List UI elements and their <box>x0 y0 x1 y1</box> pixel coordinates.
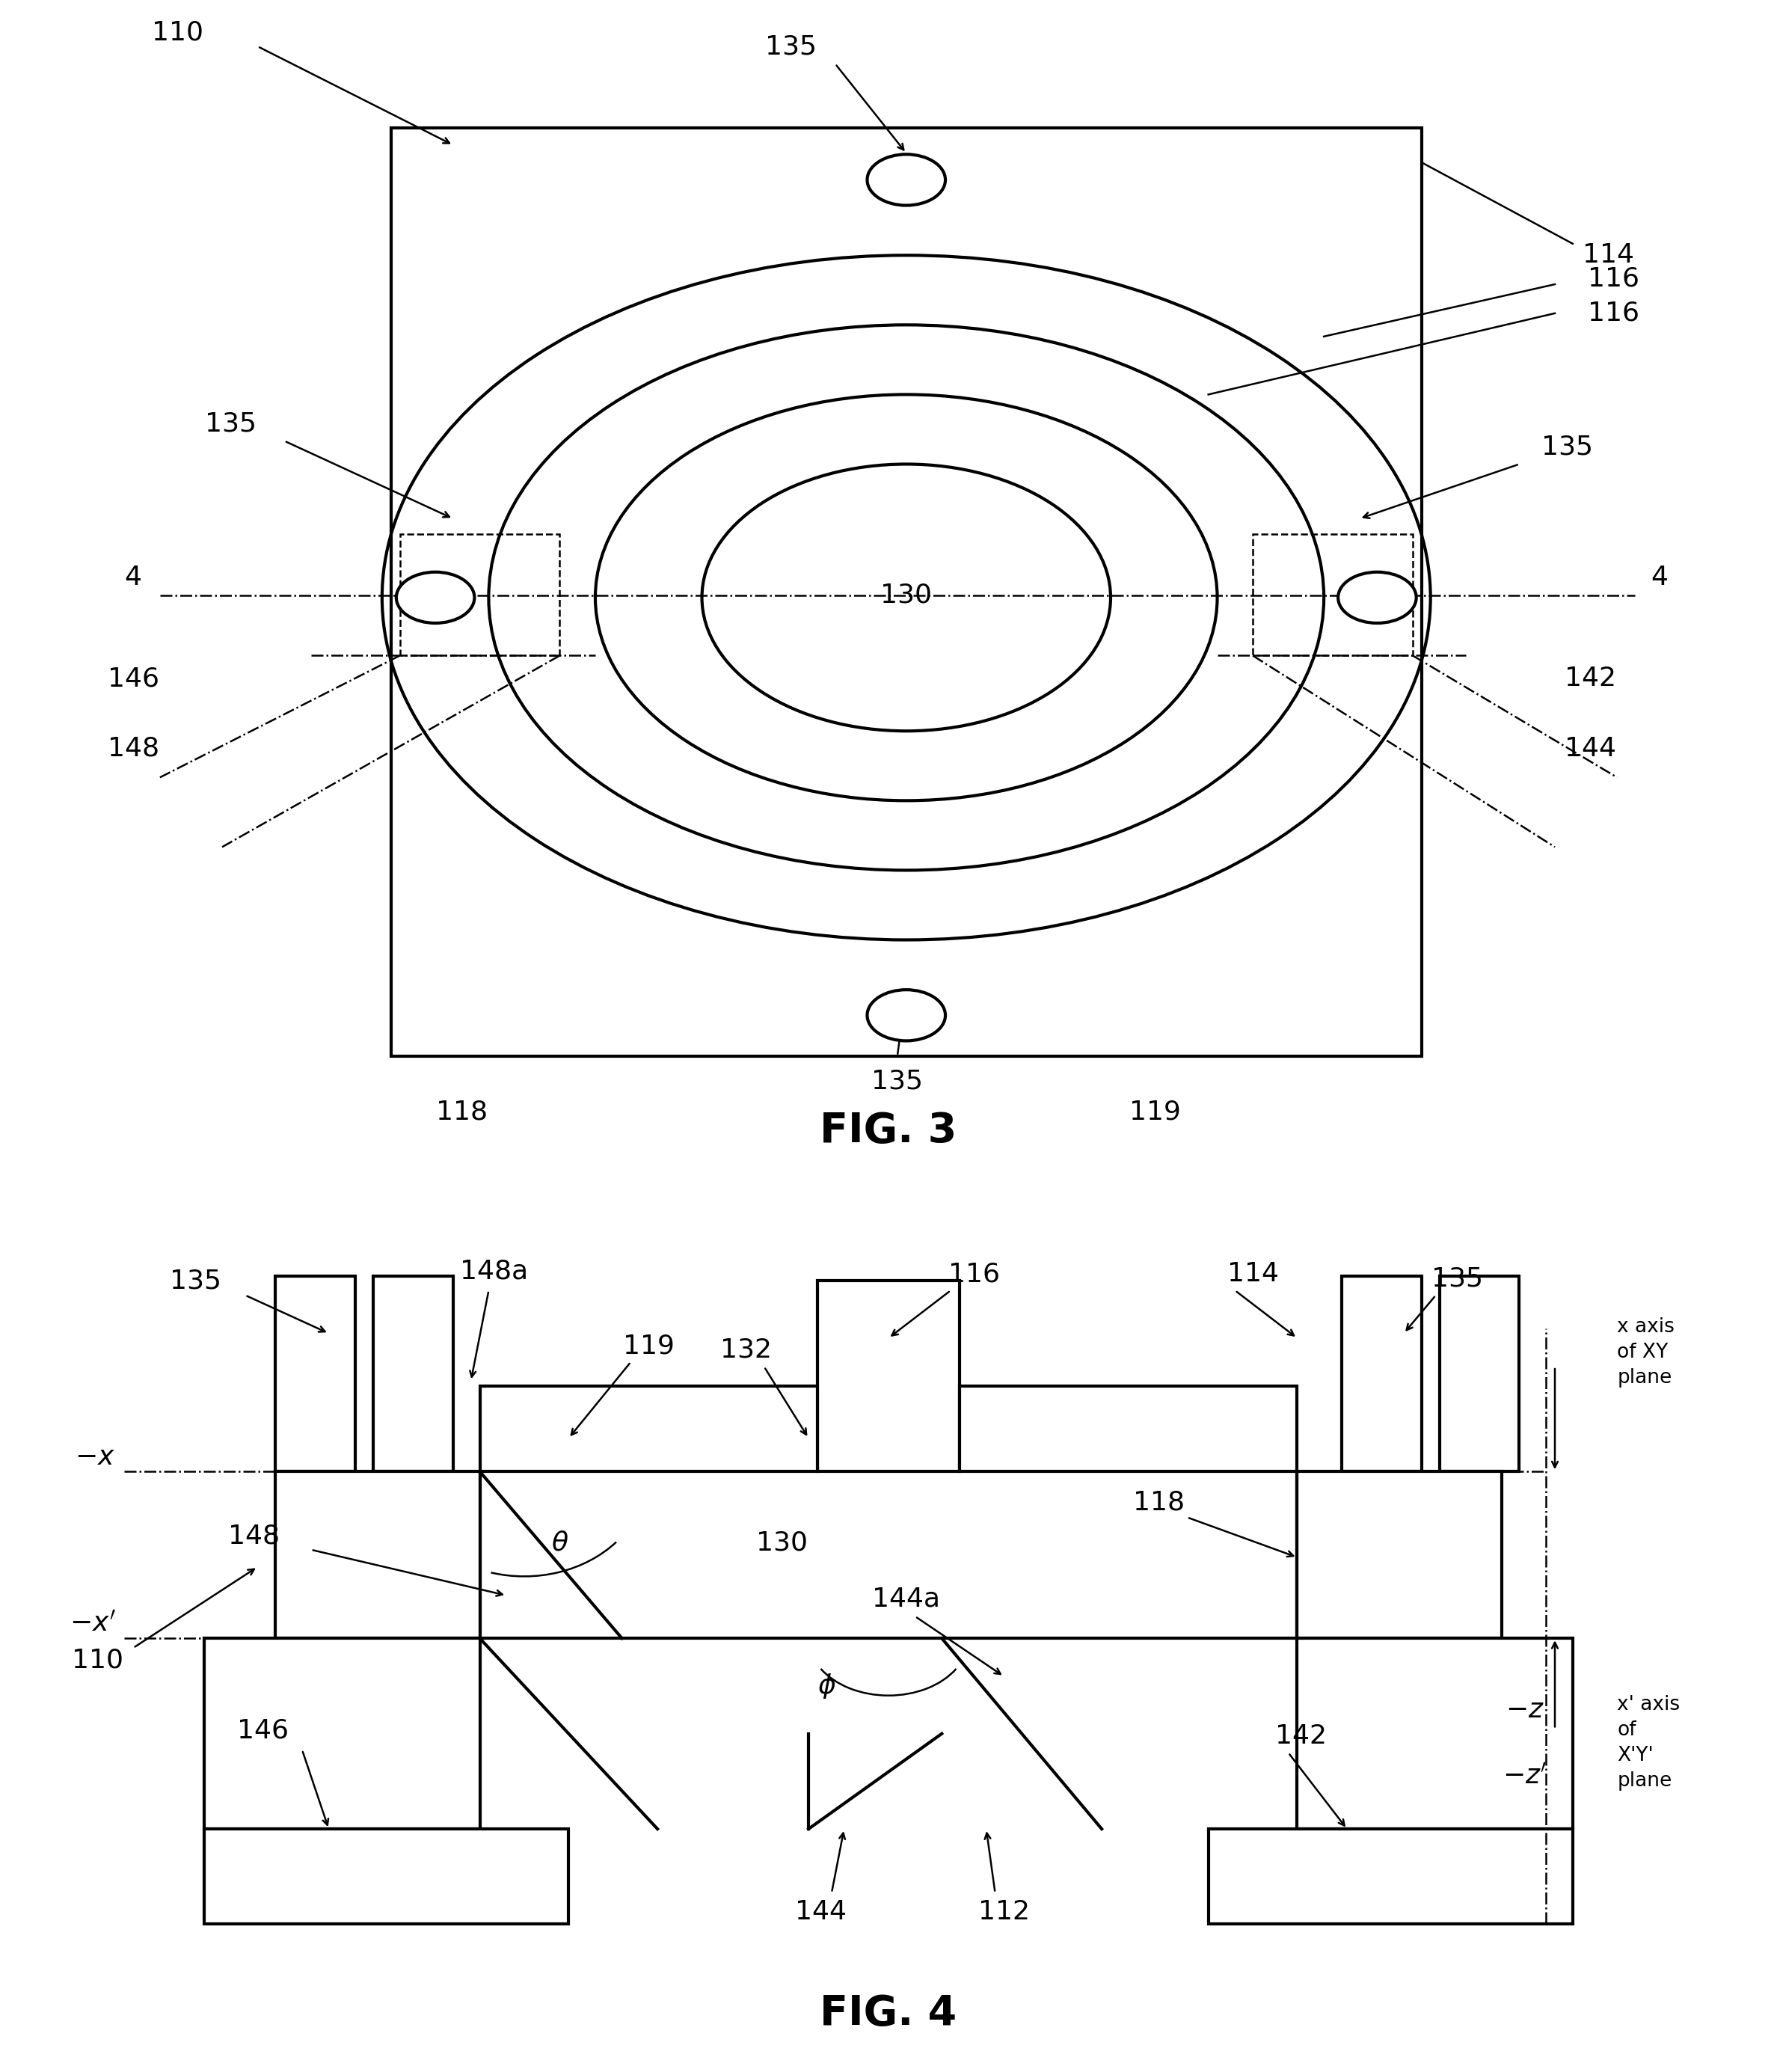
Text: $\phi$: $\phi$ <box>817 1672 835 1701</box>
Bar <box>1208 1830 1573 1925</box>
Bar <box>275 1276 355 1471</box>
Text: 144a: 144a <box>873 1587 940 1612</box>
Circle shape <box>867 990 945 1040</box>
Text: $-x'$: $-x'$ <box>69 1612 116 1637</box>
Text: 142: 142 <box>1274 1724 1327 1749</box>
Text: 110: 110 <box>151 21 204 46</box>
Text: 132: 132 <box>720 1336 773 1361</box>
Text: 135: 135 <box>169 1268 222 1293</box>
Text: FIG. 4: FIG. 4 <box>819 1993 958 2035</box>
Text: 119: 119 <box>1130 1098 1180 1125</box>
Text: 116: 116 <box>1587 300 1640 325</box>
Text: 144: 144 <box>794 1900 848 1925</box>
Text: $\theta$: $\theta$ <box>551 1531 569 1556</box>
Circle shape <box>1338 572 1416 624</box>
Bar <box>1439 1276 1519 1471</box>
Text: $-z'$: $-z'$ <box>1502 1763 1548 1790</box>
Bar <box>1342 1276 1422 1471</box>
Text: 146: 146 <box>107 665 160 692</box>
Text: 135: 135 <box>1541 433 1594 460</box>
Text: 144: 144 <box>1564 736 1617 760</box>
Text: $-z$: $-z$ <box>1505 1697 1544 1722</box>
Text: 116: 116 <box>1587 265 1640 292</box>
Text: 116: 116 <box>947 1262 1000 1287</box>
Text: $-x$: $-x$ <box>75 1444 116 1469</box>
Text: 119: 119 <box>624 1332 673 1359</box>
Text: 118: 118 <box>1132 1490 1185 1515</box>
Text: 135: 135 <box>764 33 817 60</box>
Text: 112: 112 <box>977 1900 1031 1925</box>
Text: FIG. 3: FIG. 3 <box>819 1111 958 1152</box>
Text: 135: 135 <box>871 1069 924 1094</box>
Bar <box>204 1639 480 1830</box>
Bar <box>275 1471 480 1639</box>
Text: x axis
of XY
plane: x axis of XY plane <box>1617 1318 1674 1388</box>
Text: x' axis
of
X'Y'
plane: x' axis of X'Y' plane <box>1617 1695 1679 1790</box>
Text: 142: 142 <box>1564 665 1617 692</box>
Text: 110: 110 <box>71 1647 124 1672</box>
Bar <box>480 1386 817 1471</box>
Bar <box>373 1276 453 1471</box>
Text: 4: 4 <box>124 566 142 591</box>
Text: 148: 148 <box>107 736 160 760</box>
Text: 114: 114 <box>1582 242 1635 267</box>
Text: 148: 148 <box>227 1523 281 1550</box>
Text: 130: 130 <box>755 1531 809 1556</box>
Bar <box>1253 535 1413 655</box>
Bar <box>960 1386 1297 1471</box>
Text: 135: 135 <box>1430 1266 1484 1291</box>
Text: 130: 130 <box>880 582 933 607</box>
Bar <box>391 128 1422 1057</box>
Circle shape <box>396 572 474 624</box>
Text: 114: 114 <box>1226 1262 1279 1287</box>
Bar <box>400 535 560 655</box>
Text: 118: 118 <box>435 1098 489 1125</box>
Text: 146: 146 <box>236 1718 290 1743</box>
Bar <box>1297 1639 1573 1830</box>
Text: 148a: 148a <box>460 1258 528 1285</box>
Text: 135: 135 <box>204 410 258 437</box>
Bar <box>204 1830 569 1925</box>
Circle shape <box>867 153 945 205</box>
Bar <box>817 1280 960 1471</box>
Text: 4: 4 <box>1651 566 1669 591</box>
Bar <box>1297 1471 1502 1639</box>
